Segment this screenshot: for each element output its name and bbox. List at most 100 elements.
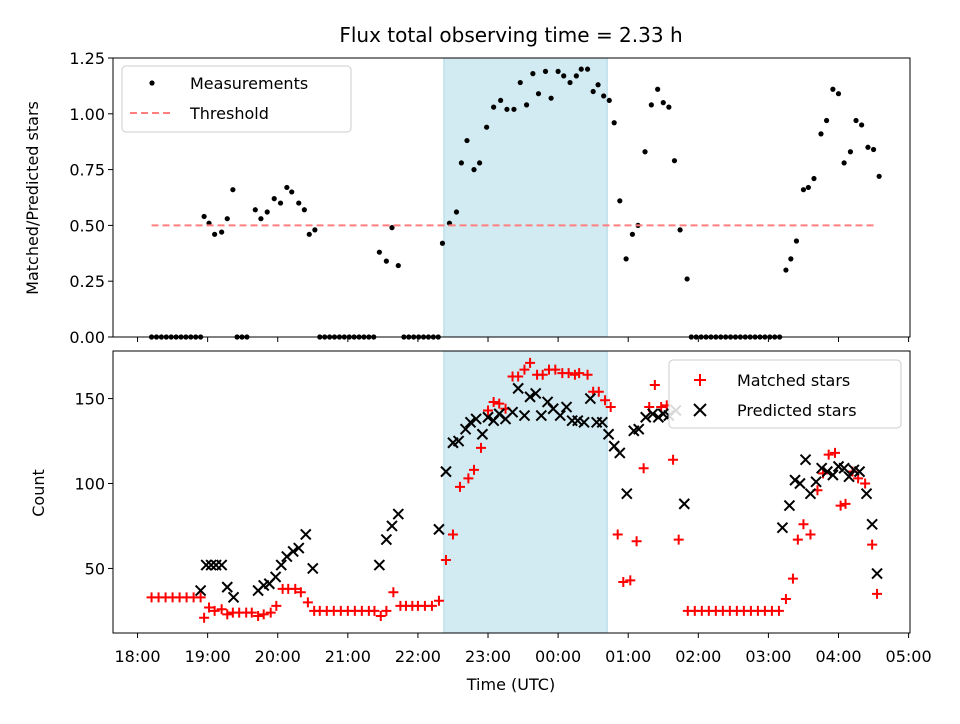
top-y-axis-label: Matched/Predicted stars <box>23 101 42 295</box>
predicted-star-point <box>783 499 796 512</box>
measurement-point <box>655 86 661 92</box>
measurement-point <box>590 88 596 95</box>
predicted-star-point <box>386 520 398 532</box>
measurement-point <box>578 66 584 72</box>
legend-threshold-label: Threshold <box>189 104 269 123</box>
predicted-star-point <box>821 465 833 478</box>
matched-star-point <box>265 607 276 618</box>
measurement-point <box>684 276 690 282</box>
matched-star-point <box>840 498 851 509</box>
predicted-star-point <box>799 454 812 466</box>
measurement-point <box>296 200 302 206</box>
top-y-tick-label: 0.50 <box>69 216 105 235</box>
matched-star-points <box>146 357 883 623</box>
predicted-star-point <box>838 462 850 474</box>
measurement-point <box>383 258 389 264</box>
measurement-point <box>542 68 549 74</box>
predicted-star-point <box>843 471 855 483</box>
measurement-point <box>271 196 277 202</box>
predicted-star-point <box>584 392 597 405</box>
predicted-star-point <box>293 542 305 554</box>
predicted-star-point <box>804 487 817 500</box>
x-tick-label: 22:00 <box>395 647 441 666</box>
measurement-point <box>498 97 504 104</box>
predicted-star-point <box>440 465 452 478</box>
bottom-y-tick-label: 150 <box>74 390 105 409</box>
measurement-point <box>289 189 295 195</box>
predicted-star-point <box>529 387 542 400</box>
predicted-star-point <box>512 382 524 395</box>
matched-star-point <box>426 600 437 611</box>
predicted-star-point <box>554 409 566 422</box>
top-legend: Measurements Threshold <box>121 65 352 133</box>
predicted-star-point <box>614 447 626 459</box>
top-y-tick-label: 0.75 <box>69 161 105 180</box>
bottom-axes-frame <box>112 350 911 634</box>
measurement-point <box>523 102 530 108</box>
observing-window-shade-bottom <box>443 350 608 634</box>
measurement-point <box>853 117 859 124</box>
matched-star-point <box>823 449 834 460</box>
matched-star-point <box>488 396 499 407</box>
predicted-star-point <box>866 518 878 530</box>
ratio-panel: 0.00 0.25 0.50 0.75 1.00 1.25 Matched/Predict… <box>23 49 911 347</box>
matched-star-point <box>271 600 282 611</box>
bottom-legend: Matched stars Predicted stars <box>668 359 902 429</box>
measurement-point <box>835 91 842 97</box>
predicted-star-point <box>524 391 536 403</box>
matched-star-point <box>625 575 636 586</box>
x-tick-label: 00:00 <box>535 647 581 666</box>
measurement-point <box>389 225 395 231</box>
measurement-point <box>677 227 683 233</box>
predicted-star-point <box>647 408 659 420</box>
measurement-point <box>439 240 446 246</box>
predicted-star-point <box>307 562 319 575</box>
measurement-point <box>642 149 648 155</box>
predicted-star-point <box>633 423 645 435</box>
matched-star-point <box>612 529 623 540</box>
legend-predicted-label: Predicted stars <box>737 401 857 420</box>
measurement-point <box>517 79 523 86</box>
measurement-point <box>477 160 483 166</box>
predicted-star-point <box>827 469 839 481</box>
measurement-point <box>623 256 629 262</box>
matched-star-point <box>618 577 629 588</box>
measurement-point <box>666 104 672 110</box>
measurement-points <box>148 66 882 340</box>
matched-star-point <box>780 594 791 605</box>
measurement-point <box>224 216 230 222</box>
measurement-point <box>870 146 877 153</box>
measurement-point <box>567 79 573 86</box>
matched-star-point <box>454 481 465 492</box>
measurement-point <box>212 231 218 237</box>
predicted-star-point <box>300 528 312 541</box>
predicted-star-point <box>392 508 405 520</box>
matched-star-point <box>537 369 548 380</box>
x-tick-label: 19:00 <box>185 647 231 666</box>
predicted-star-point <box>652 411 665 423</box>
predicted-star-point <box>853 465 866 478</box>
matched-star-point <box>209 605 220 616</box>
matched-star-point <box>494 398 505 409</box>
predicted-star-point <box>215 559 228 571</box>
matched-star-point <box>798 519 809 530</box>
predicted-star-point <box>221 581 233 593</box>
matched-star-point <box>593 386 604 397</box>
top-legend-box <box>121 65 352 133</box>
measurement-point <box>284 184 290 191</box>
matched-star-point <box>468 464 479 475</box>
predicted-star-point <box>815 462 828 474</box>
top-y-tick-label: 0.00 <box>69 328 105 347</box>
matched-star-point <box>829 447 840 458</box>
matched-star-point <box>253 611 264 622</box>
matched-star-point <box>483 405 494 416</box>
measurement-point <box>555 68 561 74</box>
matched-star-point <box>582 369 593 380</box>
top-y-tick-label: 1.00 <box>69 105 105 124</box>
measurement-point <box>464 137 470 144</box>
matched-star-point <box>195 592 206 603</box>
predicted-star-point <box>518 409 531 422</box>
count-panel: 50 100 150 18:00 19:00 20:00 21:00 22:00 23:00 0… <box>29 350 932 694</box>
matched-star-point <box>867 539 878 550</box>
measurement-point <box>847 149 854 155</box>
